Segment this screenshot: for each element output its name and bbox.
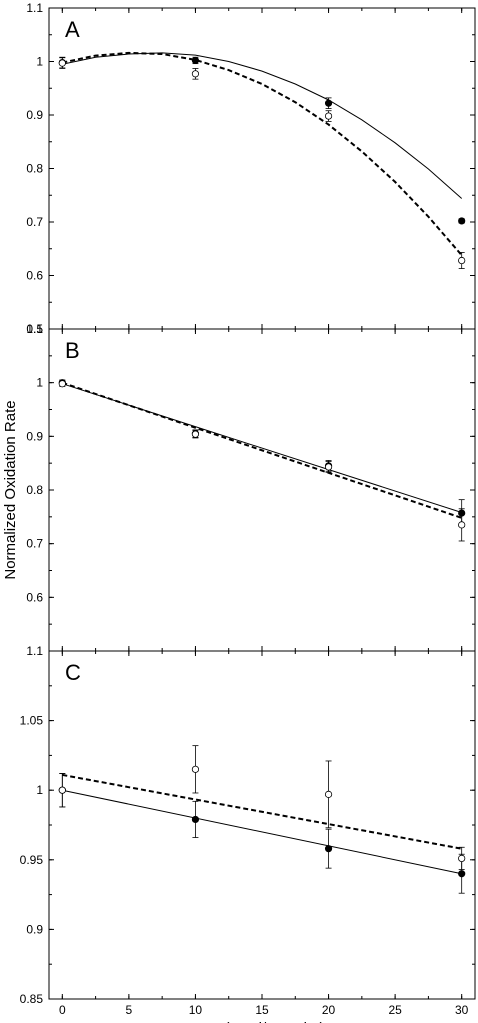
y-tick-label: 1	[36, 783, 43, 797]
fit-line-solid	[62, 52, 463, 199]
data-point-open	[191, 70, 200, 78]
data-point-open	[58, 59, 66, 67]
y-tick-label: 0.6	[26, 269, 43, 283]
panel-letter: A	[65, 17, 80, 42]
y-tick-label: 0.85	[20, 992, 44, 1006]
plot-frame	[48, 7, 476, 330]
y-tick-label: 0.5	[26, 322, 43, 336]
data-point-open	[458, 854, 466, 863]
x-tick-label: 10	[189, 1003, 203, 1017]
data-point-filled	[191, 815, 200, 824]
y-tick-label: 1.1	[26, 322, 43, 336]
fit-line-dashed	[62, 773, 462, 850]
data-point-filled	[324, 845, 333, 853]
data-point-open	[324, 790, 333, 798]
y-tick-label: 1.05	[20, 714, 44, 728]
panel-c: 0.85 0.9 0.95 1 1.05 1.1 0 5 10 15 20 25 30 Mn (nmol/…	[20, 644, 476, 1023]
y-tick-label: 0.7	[26, 537, 43, 551]
y-axis-title: Normalized Oxidation Rate	[2, 400, 19, 579]
fit-line-dashed	[61, 381, 463, 519]
y-tick-label: 0.8	[26, 162, 43, 176]
x-tick-label: 0	[59, 1003, 66, 1017]
data-point-open	[191, 430, 200, 438]
data-point-open	[58, 380, 66, 388]
data-point-open	[458, 521, 466, 529]
panel-letter: C	[65, 660, 81, 685]
plot-frame	[48, 650, 476, 1000]
panel-b: 0.6 0.7 0.8 0.9 1 1.1 B	[26, 322, 476, 652]
x-tick-label: 20	[322, 1003, 336, 1017]
data-point-open	[191, 765, 200, 773]
data-point-filled	[458, 870, 466, 878]
data-point-open	[324, 463, 333, 471]
y-tick-label: 0.6	[26, 590, 43, 604]
data-point-filled	[324, 99, 333, 107]
y-tick-label: 0.9	[26, 922, 43, 936]
fit-line-solid	[62, 789, 462, 875]
x-axis-title: Mn (nmol/mg mito)	[199, 1020, 324, 1023]
fit-line-dashed	[62, 51, 463, 256]
panel-letter: B	[65, 338, 80, 363]
data-point-open	[58, 786, 66, 794]
data-point-open	[324, 112, 333, 120]
y-tick-label: 1.1	[26, 1, 43, 15]
x-tick-label: 30	[455, 1003, 469, 1017]
y-tick-label: 0.9	[26, 108, 43, 122]
y-tick-label: 1	[36, 376, 43, 390]
y-tick-label: 0.7	[26, 215, 43, 229]
data-point-open	[458, 256, 466, 265]
y-tick-label: 1	[36, 55, 43, 69]
plot-frame	[48, 328, 476, 652]
y-tick-label: 0.9	[26, 429, 43, 443]
data-point-filled	[458, 217, 466, 225]
x-tick-label: 15	[255, 1003, 269, 1017]
y-tick-label: 0.8	[26, 483, 43, 497]
x-tick-label: 25	[388, 1003, 402, 1017]
fit-line-solid	[62, 383, 462, 513]
y-tick-label: 0.95	[20, 853, 44, 867]
y-tick-label: 1.1	[26, 644, 43, 658]
panel-a: 0.5 0.6 0.7 0.8 0.9 1 1.1 A	[26, 1, 476, 336]
x-tick-label: 5	[126, 1003, 133, 1017]
